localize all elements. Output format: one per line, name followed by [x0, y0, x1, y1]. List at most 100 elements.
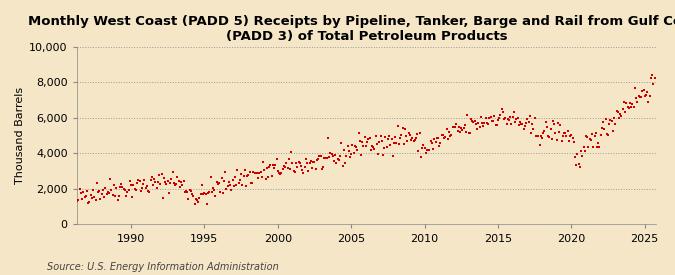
- Point: [318, 164, 329, 169]
- Title: Monthly West Coast (PADD 5) Receipts by Pipeline, Tanker, Barge and Rail from Gu: Monthly West Coast (PADD 5) Receipts by …: [28, 15, 675, 43]
- Point: [72, 199, 82, 203]
- Point: [484, 116, 495, 120]
- Point: [394, 142, 404, 146]
- Point: [424, 148, 435, 153]
- Point: [630, 86, 641, 90]
- Point: [545, 127, 556, 131]
- Point: [306, 166, 317, 170]
- Point: [585, 137, 595, 141]
- Point: [298, 171, 309, 175]
- Point: [180, 190, 190, 194]
- Point: [105, 177, 115, 182]
- Point: [285, 167, 296, 171]
- Point: [512, 116, 523, 120]
- Point: [547, 119, 558, 123]
- Point: [348, 150, 359, 155]
- Point: [269, 166, 279, 170]
- Point: [357, 140, 368, 144]
- Point: [317, 167, 327, 172]
- Point: [611, 109, 622, 113]
- Point: [603, 133, 614, 137]
- Point: [85, 193, 96, 197]
- Point: [402, 139, 413, 144]
- Point: [159, 176, 169, 180]
- Point: [232, 168, 243, 173]
- Point: [282, 165, 293, 170]
- Point: [419, 146, 430, 150]
- Point: [145, 178, 156, 182]
- Point: [192, 198, 202, 202]
- Point: [628, 104, 639, 109]
- Point: [300, 157, 311, 162]
- Point: [526, 131, 537, 135]
- Point: [173, 179, 184, 183]
- Point: [167, 170, 178, 174]
- Point: [440, 134, 451, 139]
- Point: [198, 192, 209, 196]
- Point: [259, 168, 270, 172]
- Point: [217, 191, 228, 196]
- Point: [196, 183, 207, 187]
- Point: [434, 144, 445, 148]
- Point: [319, 156, 329, 160]
- Point: [608, 129, 618, 133]
- Point: [335, 154, 346, 158]
- Point: [403, 131, 414, 135]
- Point: [194, 195, 205, 200]
- Point: [121, 194, 132, 198]
- Point: [425, 139, 436, 144]
- Point: [360, 143, 371, 148]
- Point: [588, 144, 599, 149]
- Point: [288, 169, 299, 174]
- Point: [597, 126, 608, 131]
- Point: [487, 119, 497, 123]
- Point: [493, 118, 504, 122]
- Point: [202, 191, 213, 195]
- Point: [284, 157, 294, 161]
- Point: [333, 158, 344, 162]
- Point: [132, 181, 142, 185]
- Point: [190, 197, 201, 202]
- Point: [67, 198, 78, 203]
- Point: [531, 133, 541, 138]
- Point: [379, 145, 389, 150]
- Point: [136, 189, 146, 193]
- Point: [391, 141, 402, 145]
- Point: [526, 122, 537, 127]
- Point: [83, 201, 94, 205]
- Point: [160, 180, 171, 184]
- Point: [448, 125, 459, 130]
- Point: [564, 139, 574, 143]
- Point: [510, 119, 520, 124]
- Point: [595, 133, 606, 138]
- Point: [377, 153, 388, 157]
- Point: [165, 180, 176, 185]
- Point: [276, 171, 287, 176]
- Point: [533, 133, 544, 138]
- Point: [562, 129, 573, 133]
- Point: [370, 134, 381, 138]
- Point: [267, 163, 278, 167]
- Point: [258, 160, 269, 165]
- Point: [502, 116, 513, 121]
- Point: [645, 76, 656, 80]
- Point: [281, 161, 292, 165]
- Point: [178, 179, 189, 184]
- Point: [358, 144, 369, 148]
- Point: [594, 144, 605, 149]
- Point: [222, 184, 233, 188]
- Point: [495, 113, 506, 117]
- Point: [250, 171, 261, 175]
- Point: [237, 183, 248, 187]
- Point: [77, 197, 88, 201]
- Point: [255, 170, 266, 174]
- Point: [589, 134, 600, 138]
- Point: [228, 184, 239, 188]
- Point: [599, 127, 610, 131]
- Point: [154, 173, 165, 177]
- Point: [68, 201, 79, 205]
- Point: [598, 120, 609, 125]
- Point: [605, 118, 616, 122]
- Point: [649, 76, 660, 80]
- Point: [507, 115, 518, 119]
